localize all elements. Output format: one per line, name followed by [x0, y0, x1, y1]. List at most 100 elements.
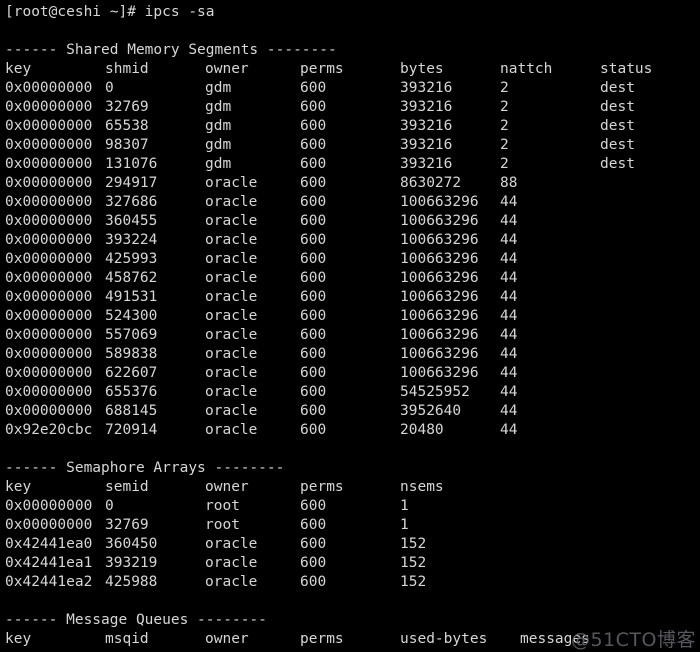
cell-perms: 600 [300, 232, 327, 248]
shell-prompt-line: [root@ceshi ~]# ipcs -sa [5, 4, 215, 20]
cell-owner: oracle [205, 536, 258, 552]
cell-owner: oracle [205, 175, 258, 191]
column-header-row-shared-memory: key shmid owner perms bytes nattch statu… [5, 60, 700, 79]
cell-owner: oracle [205, 251, 258, 267]
cell-nattch: 44 [500, 213, 518, 229]
cell-key: 0x00000000 [5, 175, 93, 191]
cell-perms: 600 [300, 194, 327, 210]
cell-shmid: 294917 [105, 175, 158, 191]
cell-nattch: 44 [500, 289, 518, 305]
cell-perms: 600 [300, 574, 327, 590]
cell-key: 0x00000000 [5, 156, 93, 172]
column-header-perms: perms [300, 479, 344, 495]
column-header-row-semaphore-arrays: key semid owner perms nsems [5, 478, 700, 497]
cell-shmid: 425993 [105, 251, 158, 267]
cell-perms: 600 [300, 80, 327, 96]
cell-key: 0x00000000 [5, 327, 93, 343]
table-row: 0x00000000 0 gdm 600 393216 2 dest [5, 79, 700, 98]
cell-shmid: 327686 [105, 194, 158, 210]
cell-bytes: 100663296 [400, 346, 479, 362]
cell-owner: oracle [205, 232, 258, 248]
cell-shmid: 622607 [105, 365, 158, 381]
cell-owner: oracle [205, 574, 258, 590]
cell-shmid: 720914 [105, 422, 158, 438]
cell-nattch: 44 [500, 251, 518, 267]
cell-nsems: 152 [400, 536, 427, 552]
cell-nattch: 2 [500, 99, 509, 115]
cell-key: 0x92e20cbc [5, 422, 93, 438]
cell-owner: oracle [205, 365, 258, 381]
cell-perms: 600 [300, 251, 327, 267]
table-row: 0x00000000 557069 oracle 600 100663296 44 [5, 326, 700, 345]
cell-owner: gdm [205, 156, 232, 172]
cell-bytes: 100663296 [400, 270, 479, 286]
cell-bytes: 100663296 [400, 327, 479, 343]
column-header-key: key [5, 631, 32, 647]
cell-key: 0x00000000 [5, 498, 93, 514]
cell-key: 0x00000000 [5, 270, 93, 286]
cell-shmid: 98307 [105, 137, 149, 153]
table-row: 0x00000000 655376 oracle 600 54525952 44 [5, 383, 700, 402]
table-row: 0x00000000 393224 oracle 600 100663296 44 [5, 231, 700, 250]
cell-semid: 393219 [105, 555, 158, 571]
cell-shmid: 458762 [105, 270, 158, 286]
column-header-perms: perms [300, 631, 344, 647]
cell-shmid: 524300 [105, 308, 158, 324]
cell-perms: 600 [300, 308, 327, 324]
table-row: 0x42441ea1 393219 oracle 600 152 [5, 554, 700, 573]
cell-key: 0x00000000 [5, 365, 93, 381]
cell-owner: oracle [205, 308, 258, 324]
cell-key: 0x00000000 [5, 289, 93, 305]
cell-nattch: 2 [500, 156, 509, 172]
table-row: 0x00000000 327686 oracle 600 100663296 44 [5, 193, 700, 212]
cell-shmid: 557069 [105, 327, 158, 343]
cell-nsems: 152 [400, 574, 427, 590]
section-heading-shared-memory: ------ Shared Memory Segments -------- [5, 42, 337, 58]
cell-owner: oracle [205, 346, 258, 362]
column-header-row-message-queues: key msqid owner perms used-bytes message… [5, 630, 700, 649]
section-heading-message-queues: ------ Message Queues -------- [5, 612, 267, 628]
cell-bytes: 100663296 [400, 194, 479, 210]
cell-semid: 0 [105, 498, 114, 514]
cell-nattch: 88 [500, 175, 518, 191]
cell-perms: 600 [300, 289, 327, 305]
cell-status: dest [600, 156, 635, 172]
cell-key: 0x42441ea1 [5, 555, 93, 571]
cell-key: 0x00000000 [5, 403, 93, 419]
cell-bytes: 393216 [400, 118, 453, 134]
cell-semid: 360450 [105, 536, 158, 552]
table-row: 0x00000000 425993 oracle 600 100663296 44 [5, 250, 700, 269]
cell-owner: oracle [205, 403, 258, 419]
blank-line [5, 22, 700, 41]
blank-line [5, 592, 700, 611]
column-header-status: status [600, 61, 653, 77]
cell-key: 0x00000000 [5, 137, 93, 153]
cell-perms: 600 [300, 346, 327, 362]
cell-nattch: 44 [500, 194, 518, 210]
cell-bytes: 20480 [400, 422, 444, 438]
cell-status: dest [600, 137, 635, 153]
column-header-nattch: nattch [500, 61, 553, 77]
column-header-owner: owner [205, 479, 249, 495]
column-header-perms: perms [300, 61, 344, 77]
cell-perms: 600 [300, 384, 327, 400]
column-header-key: key [5, 61, 32, 77]
section-heading-semaphore-arrays: ------ Semaphore Arrays -------- [5, 460, 285, 476]
cell-owner: root [205, 517, 240, 533]
cell-perms: 600 [300, 365, 327, 381]
cell-owner: oracle [205, 289, 258, 305]
column-header-key: key [5, 479, 32, 495]
cell-shmid: 131076 [105, 156, 158, 172]
table-row: 0x00000000 32769 gdm 600 393216 2 dest [5, 98, 700, 117]
cell-perms: 600 [300, 536, 327, 552]
cell-key: 0x00000000 [5, 232, 93, 248]
table-row: 0x00000000 524300 oracle 600 100663296 44 [5, 307, 700, 326]
cell-nattch: 44 [500, 365, 518, 381]
column-header-nsems: nsems [400, 479, 444, 495]
cell-status: dest [600, 99, 635, 115]
cell-key: 0x00000000 [5, 99, 93, 115]
cell-key: 0x00000000 [5, 194, 93, 210]
cell-key: 0x00000000 [5, 118, 93, 134]
table-row: 0x00000000 688145 oracle 600 3952640 44 [5, 402, 700, 421]
